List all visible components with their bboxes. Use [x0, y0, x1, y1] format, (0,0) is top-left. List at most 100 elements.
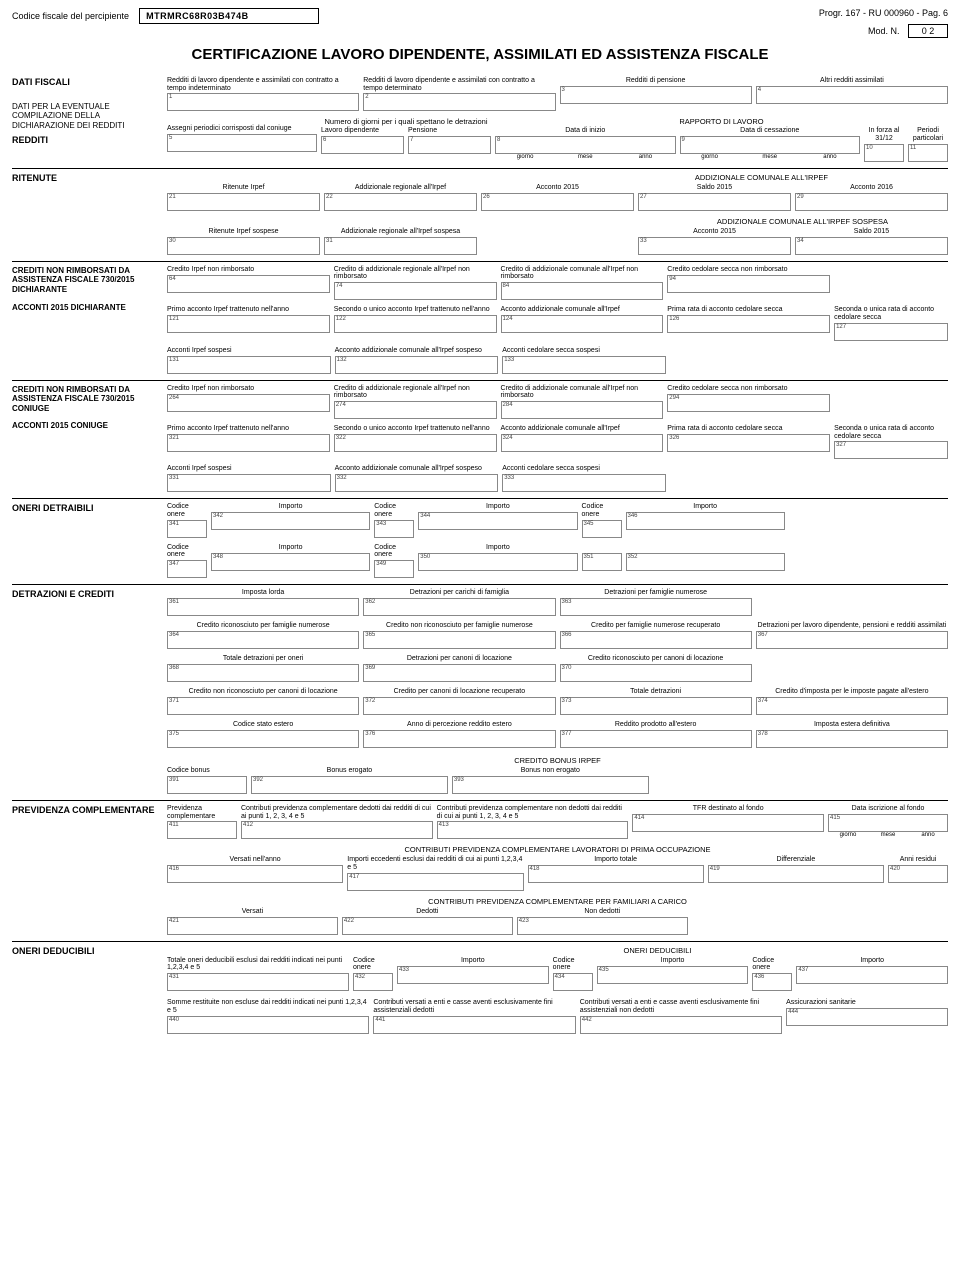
- field-368: 368: [167, 664, 359, 682]
- lbl-dati-eventuale: DATI PER LA EVENTUALE COMPILAZIONE DELLA…: [12, 102, 161, 131]
- cf-label: Codice fiscale del percipiente: [12, 11, 129, 21]
- field-433: 433: [397, 966, 549, 984]
- field-370: 370: [560, 664, 752, 682]
- field-349: 349: [374, 560, 414, 578]
- field-284: 284: [501, 401, 664, 419]
- field-344: 344: [418, 512, 577, 530]
- field-418: 418: [528, 865, 704, 883]
- field-31: 31: [324, 237, 477, 255]
- field-392: 392: [251, 776, 448, 794]
- field-440: 440: [167, 1016, 369, 1034]
- field-94: 94: [667, 275, 830, 293]
- lbl-oneri-ded: ONERI DEDUCIBILI: [12, 946, 161, 957]
- field-375: 375: [167, 730, 359, 748]
- lbl-oneri-det: ONERI DETRAIBILI: [12, 503, 161, 514]
- field-376: 376: [363, 730, 555, 748]
- field-11: 11: [908, 144, 948, 162]
- field-441: 441: [373, 1016, 575, 1034]
- field-420: 420: [888, 865, 948, 883]
- lbl-ritenute: RITENUTE: [12, 173, 161, 184]
- field-435: 435: [597, 966, 749, 984]
- field-322: 322: [334, 434, 497, 452]
- section-oneri-deducibili: ONERI DEDUCIBILI ONERI DEDUCIBILI Totale…: [12, 942, 948, 1040]
- field-327: 327: [834, 441, 948, 459]
- modn-label: Mod. N.: [868, 26, 900, 36]
- cf-value: MTRMRC68R03B474B: [139, 8, 319, 24]
- field-393: 393: [452, 776, 649, 794]
- field-346: 346: [626, 512, 785, 530]
- lbl-prev-comp: PREVIDENZA COMPLEMENTARE: [12, 805, 161, 816]
- field-30: 30: [167, 237, 320, 255]
- field-8: 8: [495, 136, 676, 154]
- field-436: 436: [752, 973, 792, 991]
- field-419: 419: [708, 865, 884, 883]
- lbl-redditi: REDDITI: [12, 135, 161, 146]
- field-326: 326: [667, 434, 830, 452]
- field-9: 9: [680, 136, 861, 154]
- field-362: 362: [363, 598, 555, 616]
- section-dati-fiscali: DATI FISCALI DATI PER LA EVENTUALE COMPI…: [12, 73, 948, 169]
- field-131: 131: [167, 356, 331, 374]
- field-373: 373: [560, 697, 752, 715]
- field-361: 361: [167, 598, 359, 616]
- field-345: 345: [582, 520, 622, 538]
- field-7: 7: [408, 136, 491, 154]
- field-411: 411: [167, 821, 237, 839]
- section-detrazioni: DETRAZIONI E CREDITI Imposta lorda361 De…: [12, 585, 948, 801]
- field-274: 274: [334, 401, 497, 419]
- field-341: 341: [167, 520, 207, 538]
- field-374: 374: [756, 697, 948, 715]
- field-122: 122: [334, 315, 497, 333]
- field-34: 34: [795, 237, 948, 255]
- field-350: 350: [418, 553, 577, 571]
- field-64: 64: [167, 275, 330, 293]
- field-416: 416: [167, 865, 343, 883]
- field-124: 124: [501, 315, 664, 333]
- field-417: 417: [347, 873, 523, 891]
- field-364: 364: [167, 631, 359, 649]
- page-header: Codice fiscale del percipiente MTRMRC68R…: [12, 8, 948, 38]
- field-332: 332: [335, 474, 499, 492]
- section-crediti-dichiarante: CREDITI NON RIMBORSATI DA ASSISTENZA FIS…: [12, 262, 948, 381]
- page-title: CERTIFICAZIONE LAVORO DIPENDENTE, ASSIMI…: [12, 46, 948, 63]
- field-342: 342: [211, 512, 370, 530]
- field-10: 10: [864, 144, 904, 162]
- field-377: 377: [560, 730, 752, 748]
- field-26: 26: [481, 193, 634, 211]
- field-372: 372: [363, 697, 555, 715]
- field-432: 432: [353, 973, 393, 991]
- field-21: 21: [167, 193, 320, 211]
- field-347: 347: [167, 560, 207, 578]
- field-367: 367: [756, 631, 948, 649]
- field-378: 378: [756, 730, 948, 748]
- field-369: 369: [363, 664, 555, 682]
- field-127: 127: [834, 323, 948, 341]
- field-133: 133: [502, 356, 666, 374]
- field-333: 333: [502, 474, 666, 492]
- field-413: 413: [437, 821, 629, 839]
- lbl-detrazioni: DETRAZIONI E CREDITI: [12, 589, 161, 600]
- field-348: 348: [211, 553, 370, 571]
- progr: Progr. 167 - RU 000960 - Pag. 6: [819, 8, 948, 18]
- field-434: 434: [553, 973, 593, 991]
- field-431: 431: [167, 973, 349, 991]
- field-22: 22: [324, 193, 477, 211]
- field-352: 352: [626, 553, 785, 571]
- field-84: 84: [501, 282, 664, 300]
- field-33: 33: [638, 237, 791, 255]
- section-crediti-coniuge: CREDITI NON RIMBORSATI DA ASSISTENZA FIS…: [12, 381, 948, 500]
- field-29: 29: [795, 193, 948, 211]
- field-121: 121: [167, 315, 330, 333]
- section-ritenute: RITENUTE ADDIZIONALE COMUNALE ALL'IRPEF …: [12, 169, 948, 262]
- field-365: 365: [363, 631, 555, 649]
- field-444: 444: [786, 1008, 948, 1026]
- field-126: 126: [667, 315, 830, 333]
- field-391: 391: [167, 776, 247, 794]
- field-351: 351: [582, 553, 622, 571]
- field-294: 294: [667, 394, 830, 412]
- field-321: 321: [167, 434, 330, 452]
- field-331: 331: [167, 474, 331, 492]
- field-5: 5: [167, 134, 317, 152]
- field-6: 6: [321, 136, 404, 154]
- field-423: 423: [517, 917, 688, 935]
